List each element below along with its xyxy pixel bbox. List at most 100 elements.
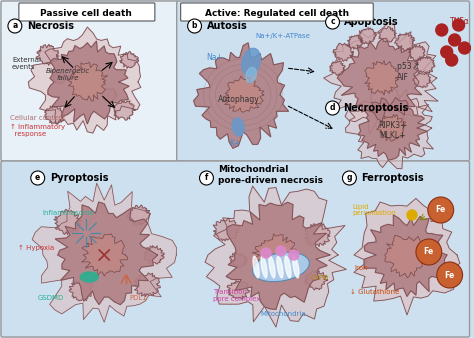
Polygon shape xyxy=(194,43,289,148)
Polygon shape xyxy=(365,61,399,95)
Text: a: a xyxy=(12,22,18,30)
Ellipse shape xyxy=(269,256,275,278)
Circle shape xyxy=(453,19,465,31)
Polygon shape xyxy=(32,183,176,322)
Text: Apoptosis: Apoptosis xyxy=(344,17,398,27)
Circle shape xyxy=(428,197,454,223)
Circle shape xyxy=(276,246,286,256)
Polygon shape xyxy=(36,44,59,65)
Text: Mitochondria: Mitochondria xyxy=(260,311,306,317)
Text: Necrosis: Necrosis xyxy=(27,21,74,31)
Text: External
events: External events xyxy=(12,57,41,70)
Circle shape xyxy=(31,171,45,185)
Polygon shape xyxy=(28,27,141,133)
Circle shape xyxy=(326,101,339,115)
Text: CYPD: CYPD xyxy=(310,275,329,281)
Ellipse shape xyxy=(293,256,299,278)
Ellipse shape xyxy=(253,256,259,278)
Polygon shape xyxy=(412,73,431,88)
Polygon shape xyxy=(119,51,138,68)
FancyBboxPatch shape xyxy=(177,1,470,161)
Polygon shape xyxy=(377,114,406,141)
Polygon shape xyxy=(358,28,376,44)
Polygon shape xyxy=(333,43,354,61)
Polygon shape xyxy=(55,202,157,305)
Text: K+: K+ xyxy=(229,139,241,147)
Text: Inflammasome: Inflammasome xyxy=(43,210,94,216)
Ellipse shape xyxy=(81,272,98,282)
Ellipse shape xyxy=(232,118,244,136)
FancyBboxPatch shape xyxy=(1,1,179,161)
Text: Iron: Iron xyxy=(355,265,368,271)
Ellipse shape xyxy=(277,256,283,278)
FancyBboxPatch shape xyxy=(19,3,155,21)
Ellipse shape xyxy=(285,256,291,278)
Polygon shape xyxy=(384,235,428,278)
Text: d: d xyxy=(330,103,335,113)
Circle shape xyxy=(437,262,463,288)
Text: RIPK3+: RIPK3+ xyxy=(378,121,406,130)
Polygon shape xyxy=(69,279,93,301)
Text: Ferroptosis: Ferroptosis xyxy=(361,173,424,183)
Polygon shape xyxy=(354,198,460,315)
Text: f: f xyxy=(205,173,208,183)
Ellipse shape xyxy=(242,48,261,76)
Ellipse shape xyxy=(246,67,256,83)
Polygon shape xyxy=(347,35,363,49)
Polygon shape xyxy=(229,253,247,268)
Circle shape xyxy=(459,42,471,54)
Polygon shape xyxy=(114,100,136,120)
Circle shape xyxy=(289,250,299,260)
Circle shape xyxy=(343,171,356,185)
Polygon shape xyxy=(54,209,82,235)
Text: Fe: Fe xyxy=(436,206,446,215)
Text: Autosis: Autosis xyxy=(207,21,247,31)
Polygon shape xyxy=(378,26,396,43)
Text: Cellular content: Cellular content xyxy=(10,115,66,121)
Text: Active: Regulated cell death: Active: Regulated cell death xyxy=(205,8,349,18)
Text: c: c xyxy=(330,18,335,26)
Polygon shape xyxy=(324,22,438,134)
Text: Autophagy: Autophagy xyxy=(219,96,260,104)
Polygon shape xyxy=(227,280,250,299)
Text: Transition
pore complex: Transition pore complex xyxy=(213,289,261,301)
Text: Fe: Fe xyxy=(445,270,455,280)
Polygon shape xyxy=(304,223,330,247)
FancyBboxPatch shape xyxy=(181,3,373,21)
Polygon shape xyxy=(364,215,448,296)
Polygon shape xyxy=(45,105,64,124)
Circle shape xyxy=(200,171,213,185)
Circle shape xyxy=(261,248,271,258)
Polygon shape xyxy=(408,45,425,62)
Text: Bioenergetic
failure: Bioenergetic failure xyxy=(46,68,90,80)
Text: Passive cell death: Passive cell death xyxy=(40,8,132,18)
Text: Na+: Na+ xyxy=(206,53,223,63)
Polygon shape xyxy=(346,88,433,169)
Circle shape xyxy=(436,24,448,36)
Text: Necroptosis: Necroptosis xyxy=(344,103,409,113)
Polygon shape xyxy=(304,270,328,290)
Circle shape xyxy=(446,54,457,66)
Circle shape xyxy=(188,19,201,33)
Text: ↑ Inflammatory
  response: ↑ Inflammatory response xyxy=(10,123,65,137)
Polygon shape xyxy=(415,55,435,73)
Text: Mitochondrial
pore-driven necrosis: Mitochondrial pore-driven necrosis xyxy=(219,165,323,185)
Text: e: e xyxy=(35,173,40,183)
Polygon shape xyxy=(252,234,297,276)
Polygon shape xyxy=(135,273,160,297)
Text: Lipid
peroxidation: Lipid peroxidation xyxy=(352,203,396,217)
Text: MLKL+: MLKL+ xyxy=(379,131,405,141)
Text: ↑ Hypoxia: ↑ Hypoxia xyxy=(18,245,54,251)
Polygon shape xyxy=(48,41,129,124)
Text: GSDMD: GSDMD xyxy=(38,295,64,301)
FancyBboxPatch shape xyxy=(1,161,470,337)
Circle shape xyxy=(8,19,22,33)
Polygon shape xyxy=(358,97,427,160)
Text: b: b xyxy=(192,22,197,30)
Ellipse shape xyxy=(261,256,267,278)
Polygon shape xyxy=(144,245,164,264)
Polygon shape xyxy=(53,72,66,84)
Polygon shape xyxy=(223,76,264,112)
Polygon shape xyxy=(101,88,118,102)
Polygon shape xyxy=(82,234,128,276)
